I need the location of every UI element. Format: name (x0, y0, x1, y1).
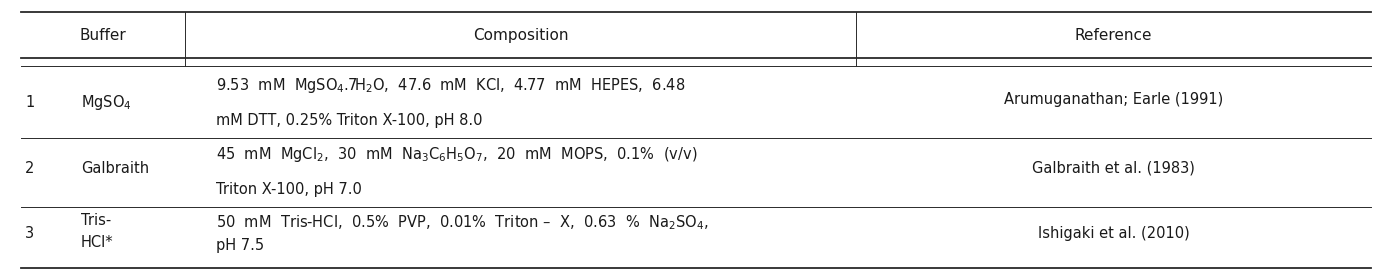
Text: Composition: Composition (473, 28, 568, 43)
Text: Galbraith: Galbraith (81, 161, 149, 176)
Text: mM DTT, 0.25% Triton X-100, pH 8.0: mM DTT, 0.25% Triton X-100, pH 8.0 (216, 113, 482, 128)
Text: Arumuganathan; Earle (1991): Arumuganathan; Earle (1991) (1004, 92, 1224, 107)
Text: 9.53  mM  MgSO$_4$.7H$_2$O,  47.6  mM  KCl,  4.77  mM  HEPES,  6.48: 9.53 mM MgSO$_4$.7H$_2$O, 47.6 mM KCl, 4… (216, 76, 685, 95)
Text: Triton X-100, pH 7.0: Triton X-100, pH 7.0 (216, 182, 362, 197)
Text: 50  mM  Tris-HCl,  0.5%  PVP,  0.01%  Triton –  X,  0.63  %  Na$_2$SO$_4$,: 50 mM Tris-HCl, 0.5% PVP, 0.01% Triton –… (216, 213, 709, 232)
Text: Reference: Reference (1075, 28, 1153, 43)
Text: 1: 1 (25, 95, 35, 110)
Text: Galbraith et al. (1983): Galbraith et al. (1983) (1031, 161, 1196, 176)
Text: Buffer: Buffer (79, 28, 127, 43)
Text: 2: 2 (25, 161, 35, 176)
Text: 45  mM  MgCl$_2$,  30  mM  Na$_3$C$_6$H$_5$O$_7$,  20  mM  MOPS,  0.1%  (v/v): 45 mM MgCl$_2$, 30 mM Na$_3$C$_6$H$_5$O$… (216, 145, 697, 164)
Text: Tris-: Tris- (81, 213, 111, 228)
Text: 3: 3 (25, 226, 35, 241)
Text: Ishigaki et al. (2010): Ishigaki et al. (2010) (1037, 226, 1190, 241)
Text: pH 7.5: pH 7.5 (216, 238, 264, 253)
Text: MgSO$_4$: MgSO$_4$ (81, 93, 131, 112)
Text: HCl*: HCl* (81, 235, 113, 250)
